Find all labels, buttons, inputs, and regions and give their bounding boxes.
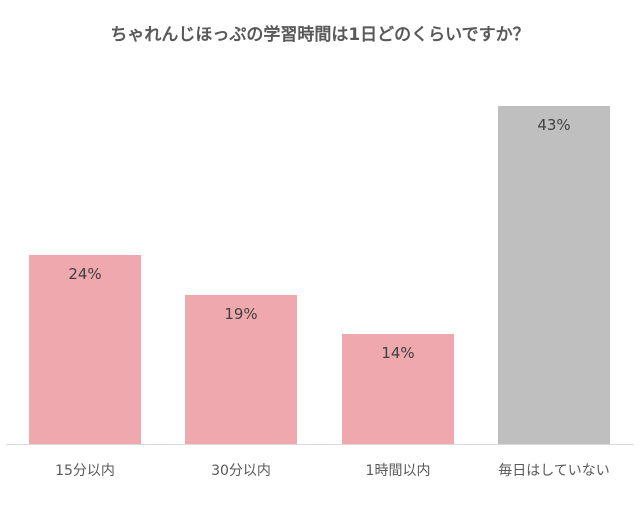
bar-value-label: 14% (381, 344, 415, 362)
bar: 43% (498, 106, 610, 444)
category-label: 1時間以内 (365, 463, 431, 479)
bar-value-label: 43% (537, 116, 571, 134)
chart-title: ちゃれんじほっぷの学習時間は1日どのくらいですか？ (110, 25, 530, 45)
bar-value-label: 24% (68, 265, 102, 283)
bar-value-label: 19% (224, 305, 258, 323)
bar: 24% (29, 255, 141, 444)
bar: 19% (185, 295, 297, 444)
category-label: 毎日はしていない (498, 463, 610, 479)
category-label: 15分以内 (55, 463, 115, 479)
x-axis-line (6, 444, 634, 445)
bar: 14% (342, 334, 454, 444)
category-label: 30分以内 (211, 463, 271, 479)
